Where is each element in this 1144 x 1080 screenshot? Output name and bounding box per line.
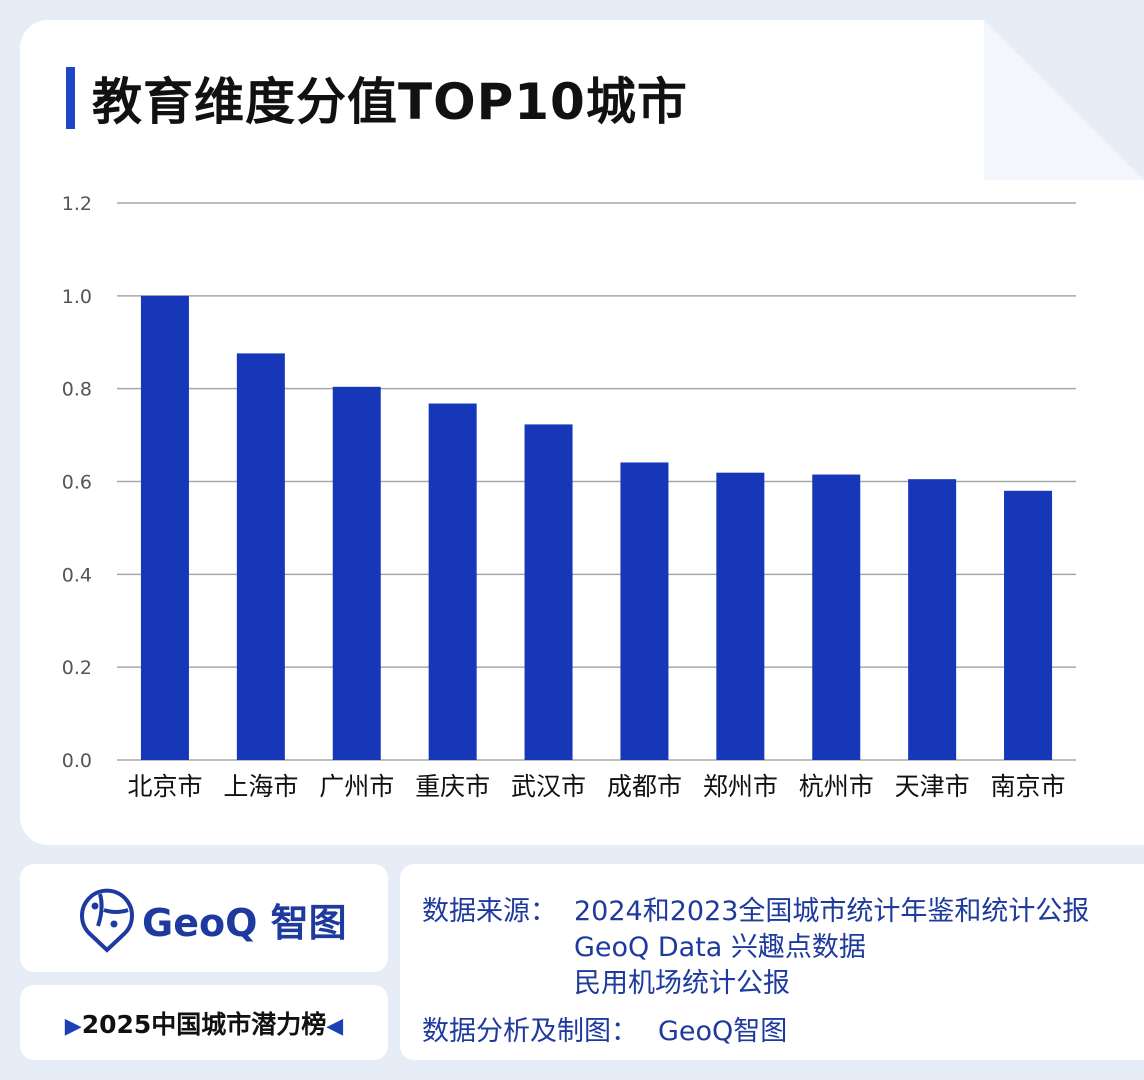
ranking-badge: ▶2025中国城市潜力榜◀ (20, 985, 388, 1060)
y-tick-label: 0.0 (62, 750, 92, 772)
x-tick-label: 杭州市 (799, 772, 874, 801)
x-tick-label: 天津市 (895, 772, 970, 801)
bar-chart: 0.0 0.2 0.4 0.6 0.8 1.0 1.2 北京市 上海市 广州市 重庆市 武汉市 成都市郑… (62, 193, 1076, 801)
x-tick-label: 成都市 (607, 772, 682, 801)
badge-text: 2025中国城市潜力榜 (81, 1010, 327, 1039)
source-line: 2024和2023全国城市统计年鉴和统计公报 (574, 896, 1090, 927)
credit-label: 数据分析及制图： (422, 1016, 638, 1047)
x-tick-label: 郑州市 (703, 772, 778, 801)
x-tick-label: 武汉市 (511, 772, 586, 801)
source-line: 民用机场统计公报 (574, 968, 790, 999)
x-tick-label: 广州市 (319, 772, 394, 801)
y-tick-label: 0.2 (62, 657, 92, 679)
bar (812, 474, 861, 760)
y-tick-label: 0.6 (62, 472, 92, 494)
credit-value: GeoQ智图 (658, 1016, 788, 1047)
bar (428, 403, 477, 760)
source-label: 数据来源： (422, 896, 557, 927)
bar (1004, 490, 1053, 760)
logo-text: GeoQ 智图 (142, 901, 347, 945)
logo-box: GeoQ 智图 (20, 864, 388, 972)
bar (140, 295, 189, 760)
triangle-left-icon: ◀ (326, 1014, 344, 1039)
bar (524, 424, 573, 760)
bar (716, 472, 765, 760)
bar (908, 479, 957, 760)
x-tick-label: 北京市 (127, 772, 202, 801)
title-accent-bar (66, 67, 75, 129)
geoq-logo-icon (80, 888, 134, 953)
x-tick-label: 上海市 (223, 772, 298, 801)
chart-card (20, 20, 1144, 845)
folded-corner (984, 20, 1144, 180)
y-tick-label: 1.0 (62, 286, 92, 308)
y-tick-label: 0.4 (62, 564, 92, 586)
triangle-right-icon: ▶ (64, 1014, 82, 1039)
y-tick-label: 1.2 (62, 193, 92, 215)
x-tick-label: 南京市 (991, 772, 1066, 801)
bar (332, 386, 381, 760)
bar (620, 462, 669, 760)
source-box: 数据来源： 2024和2023全国城市统计年鉴和统计公报 GeoQ Data 兴… (400, 864, 1144, 1060)
x-tick-label: 重庆市 (415, 772, 490, 801)
y-tick-label: 0.8 (62, 379, 92, 401)
chart-title: 教育维度分值TOP10城市 (92, 73, 688, 131)
source-line: GeoQ Data 兴趣点数据 (574, 932, 866, 963)
bar (236, 353, 285, 760)
